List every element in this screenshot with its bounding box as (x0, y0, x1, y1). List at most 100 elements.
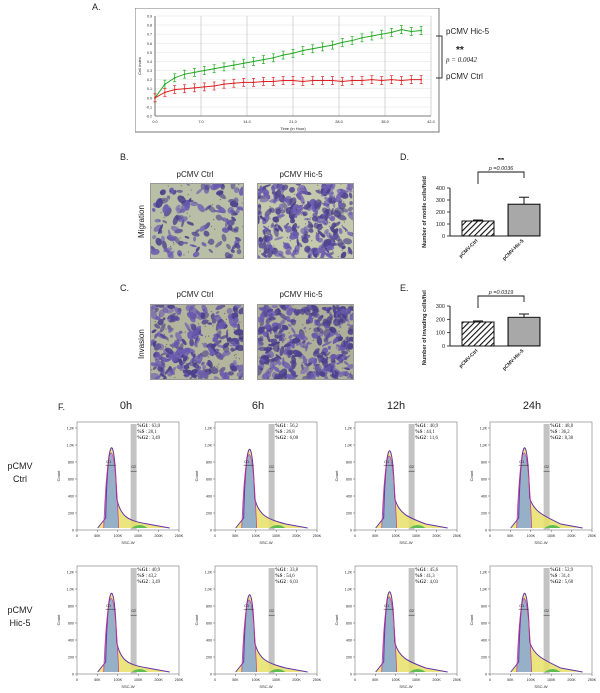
membrane-pore (338, 323, 340, 325)
stained-cell (154, 218, 161, 223)
membrane-pore (156, 322, 159, 324)
stained-cell (283, 242, 292, 249)
membrane-pore (288, 332, 290, 334)
y-axis-label: Count (56, 470, 61, 482)
stained-cell (221, 233, 227, 242)
membrane-pore (335, 214, 337, 216)
bar-pcmv-hic-5 (507, 316, 541, 347)
stained-cell (336, 353, 344, 360)
stained-cell (316, 354, 324, 359)
stained-cell (169, 344, 180, 349)
xtick-label: 0 (214, 678, 216, 682)
data-point (370, 78, 373, 81)
stained-cell (194, 229, 200, 234)
membrane-pore (156, 359, 158, 361)
stat-name: %G1 (550, 568, 561, 573)
stat-line-g2: %G2 : 6,03 (275, 580, 298, 586)
stained-cell (275, 208, 282, 215)
stained-cell (258, 214, 260, 224)
stained-cell (235, 344, 243, 351)
stat-value: : 6,03 (285, 580, 299, 586)
ytick-label: 200 (206, 656, 212, 660)
stat-line-s: %S : 26,8 (275, 430, 298, 436)
stained-cell (189, 368, 198, 376)
data-point (341, 80, 344, 83)
xtick-label: 7.0 (198, 120, 203, 124)
g2-area (131, 669, 148, 672)
stat-name: %G2 (550, 436, 561, 442)
membrane-pore (341, 195, 343, 197)
stat-line-g2: %G2 : 8,38 (550, 436, 573, 442)
xtick-label: 250K (588, 534, 596, 538)
data-point (321, 79, 324, 82)
membrane-pore (308, 234, 310, 237)
stained-cell (284, 197, 290, 204)
stained-cell (316, 365, 322, 372)
stained-cell (343, 361, 349, 366)
membrane-pore (167, 185, 169, 187)
stained-cell (271, 322, 278, 327)
membrane-pore (269, 318, 271, 320)
data-point (163, 83, 166, 86)
g2-area (409, 525, 426, 528)
stained-cell (206, 343, 213, 348)
y-axis-label: Count (334, 614, 339, 626)
y-axis-label: Count (194, 470, 199, 482)
stat-name: %S (275, 574, 283, 580)
stat-name: %G2 (275, 436, 286, 442)
membrane-pore (258, 222, 259, 224)
stained-cell (197, 203, 205, 213)
membrane-pore (287, 246, 289, 249)
stained-cell (262, 371, 272, 379)
stained-cell (265, 348, 272, 354)
stained-cell (210, 313, 215, 320)
membrane-pore (317, 184, 319, 186)
membrane-pore (272, 224, 275, 226)
xtick-label: 0 (354, 534, 356, 538)
stained-cell (170, 225, 181, 233)
stat-line-g1: %G1 : 48,8 (550, 424, 573, 430)
stained-cell (331, 184, 336, 190)
ytick-label: 100 (436, 222, 445, 228)
stat-name: %G1 (275, 424, 286, 429)
y-axis-label: Count (334, 470, 339, 482)
stained-cell (151, 329, 157, 334)
membrane-pore (320, 256, 322, 258)
stained-cell (188, 374, 194, 379)
stained-cell (162, 220, 168, 224)
flow-histogram-hic5-6h: 0 200 400 600 800 1,0K 1,2K 0 50K 100K 150K 200K 250… (194, 565, 321, 689)
membrane-pore (308, 328, 311, 330)
membrane-pore (172, 241, 175, 243)
fit-curve (241, 599, 258, 673)
xtick-label: 150K (412, 678, 421, 682)
col-title-hic5-c: pCMV Hic-5 (279, 290, 323, 299)
stained-cell (271, 363, 276, 369)
stained-cell (332, 366, 336, 376)
stained-cell (333, 210, 342, 218)
stained-cell (226, 243, 231, 250)
g2-area (131, 525, 148, 528)
membrane-pore (349, 314, 352, 316)
stained-cell (327, 211, 331, 220)
stained-cell (316, 326, 324, 334)
stained-cell (154, 316, 161, 321)
membrane-pore (304, 233, 307, 236)
stained-cell (162, 317, 166, 321)
g1-gate-label: G1 (384, 460, 389, 464)
ytick-label: 200 (346, 512, 352, 516)
membrane-pore (235, 357, 237, 359)
cell-cycle-stats: %G1 : 40,9 %S : 43,2 %G2 : 3,49 (137, 568, 160, 587)
membrane-pore (316, 332, 318, 334)
data-point (361, 36, 363, 39)
stained-cell (258, 340, 263, 347)
stained-cell (332, 338, 338, 344)
stained-cell (167, 250, 175, 258)
plot-frame (76, 421, 180, 531)
membrane-pore (220, 341, 222, 343)
g2-gate (543, 568, 550, 674)
membrane-pore (219, 199, 222, 201)
stained-cell (152, 235, 157, 240)
data-point (321, 46, 324, 48)
xtick-label: 0 (76, 534, 78, 538)
membrane-pore (269, 211, 271, 213)
